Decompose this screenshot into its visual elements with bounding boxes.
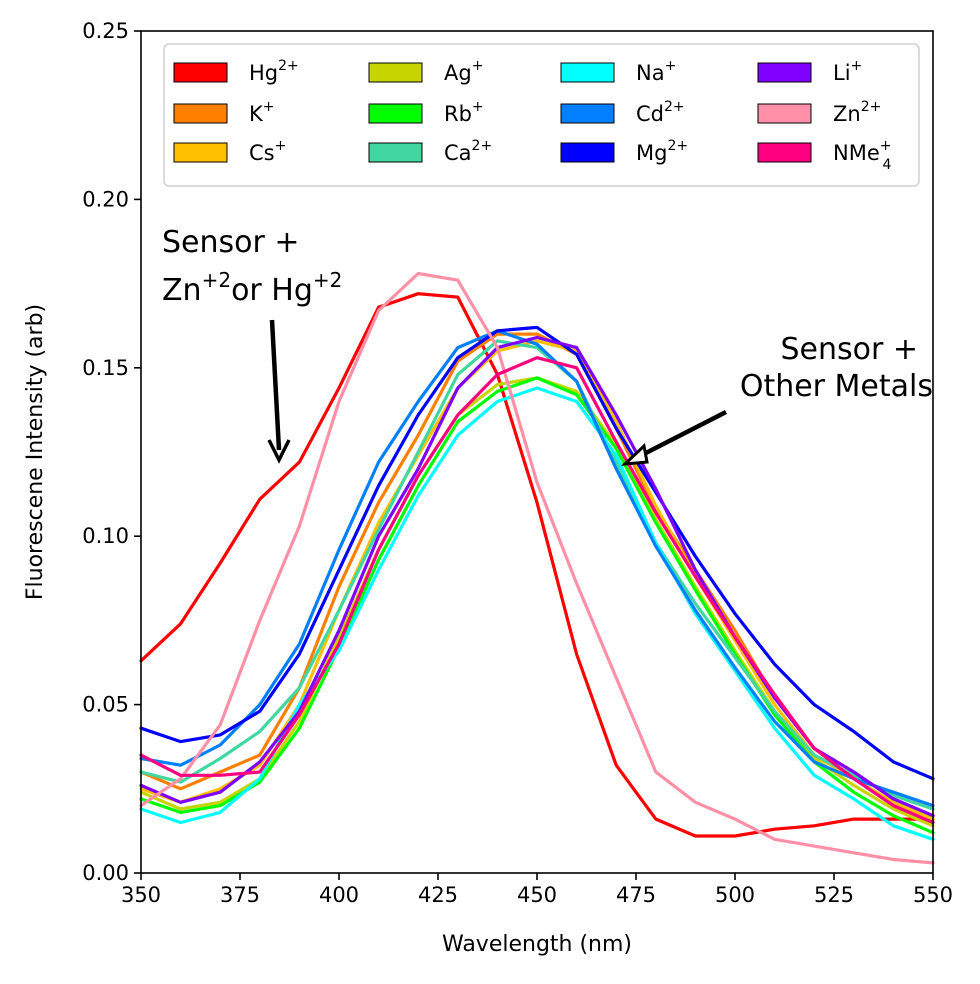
x-axis-title: Wavelength (nm) <box>442 932 632 957</box>
legend-label-k: K+ <box>249 99 275 126</box>
legend-label-cd: Cd2+ <box>636 99 685 126</box>
tick-layer: 350 375 400 425 450 475 500 525 550 0.00 0.05 0.10 0… <box>82 19 953 907</box>
y-tick-label-4: 0.20 <box>82 187 129 211</box>
legend-label-ca: Ca2+ <box>444 138 492 165</box>
annotation-zn-hg-sup2: +2 <box>313 268 342 292</box>
annotation-zn-hg-line1: Sensor + <box>162 225 300 260</box>
annotation-zn-hg-mid: or Hg <box>231 273 313 308</box>
legend-swatch-mg <box>560 142 615 163</box>
x-tick-label-425: 425 <box>418 883 458 907</box>
legend-label-nme: NMe+ 4 <box>833 138 891 173</box>
legend-swatch-k <box>173 103 228 124</box>
legend-entry-nme: NMe+ 4 <box>757 138 891 173</box>
legend-entry-ag: Ag+ <box>368 58 483 85</box>
annotation-zn-hg-arrow-shaft <box>269 319 282 451</box>
legend-label-zn: Zn2+ <box>833 99 881 126</box>
legend-entry-rb: Rb+ <box>368 99 484 126</box>
annotation-zn-hg-line2: Zn+2or Hg+2 <box>162 268 342 308</box>
legend-entry-k: K+ <box>173 99 275 126</box>
x-tick-label-475: 475 <box>616 883 656 907</box>
y-tick-label-2: 0.10 <box>82 524 129 548</box>
legend-swatch-rb <box>368 103 423 124</box>
x-tick-label-450: 450 <box>517 883 557 907</box>
legend-entry-li: Li+ <box>757 58 862 85</box>
legend-entry-hg: Hg2+ <box>173 58 299 85</box>
y-tick-label-3: 0.15 <box>82 356 129 380</box>
annotation-other-arrow-head <box>620 443 649 466</box>
legend-label-cs: Cs+ <box>249 138 286 165</box>
legend-swatch-cs <box>173 142 228 163</box>
y-tick-label-5: 0.25 <box>82 19 129 43</box>
series-layer <box>139 271 935 865</box>
series-line-mg <box>139 325 935 781</box>
legend-label-ag: Ag+ <box>444 58 483 85</box>
series-line-nme <box>139 356 935 825</box>
legend-entry-mg: Mg2+ <box>560 138 688 165</box>
legend-label-hg: Hg2+ <box>249 58 299 85</box>
series-line-k <box>139 332 935 818</box>
legend-label-rb: Rb+ <box>444 99 484 126</box>
legend-swatch-nme <box>757 142 812 163</box>
annotation-layer: Sensor + Zn+2or Hg+2 Sensor + Other Meta… <box>162 225 933 466</box>
legend-label-li: Li+ <box>833 58 862 85</box>
x-tick-label-525: 525 <box>814 883 854 907</box>
x-tick-label-400: 400 <box>319 883 359 907</box>
y-tick-label-1: 0.05 <box>82 693 129 717</box>
legend-entry-ca: Ca2+ <box>368 138 492 165</box>
series-line-ca <box>139 339 935 811</box>
annotation-other-line2: Other Metals <box>740 369 933 404</box>
annotation-zn-hg-ion1: Zn <box>162 273 202 308</box>
x-tick-label-500: 500 <box>715 883 755 907</box>
annotation-zn-hg-arrow-head <box>267 439 291 464</box>
legend-swatch-na <box>560 62 615 83</box>
annotation-other-arrow-shaft <box>636 409 728 460</box>
legend-swatch-ag <box>368 62 423 83</box>
x-tick-label-375: 375 <box>220 883 260 907</box>
series-line-cd <box>139 329 935 808</box>
series-line-zn <box>139 271 935 865</box>
legend-swatch-zn <box>757 103 812 124</box>
y-axis-title: Fluorescene Intensity (arb) <box>23 304 48 600</box>
legend-label-na: Na+ <box>636 58 676 85</box>
y-tick-label-0: 0.00 <box>82 861 129 885</box>
series-line-li <box>139 335 935 818</box>
series-line-ag <box>139 376 935 828</box>
legend-entry-cs: Cs+ <box>173 138 286 165</box>
legend-swatch-li <box>757 62 812 83</box>
x-tick-label-350: 350 <box>121 883 161 907</box>
annotation-other-line1: Sensor + <box>780 332 918 367</box>
legend: Hg2+ K+ Cs+ Ag+ Rb+ Ca2+ Na+ Cd2+ Mg2+ Li+ Zn2+ NMe… <box>163 43 920 187</box>
legend-box <box>163 43 920 187</box>
series-line-hg <box>139 292 935 838</box>
legend-label-mg: Mg2+ <box>636 138 688 165</box>
legend-swatch-hg <box>173 62 228 83</box>
x-tick-label-550: 550 <box>913 883 953 907</box>
legend-swatch-ca <box>368 142 423 163</box>
annotation-zn-hg-sup1: +2 <box>202 268 231 292</box>
legend-entry-na: Na+ <box>560 58 676 85</box>
legend-swatch-cd <box>560 103 615 124</box>
legend-entry-zn: Zn2+ <box>757 99 881 126</box>
legend-entry-cd: Cd2+ <box>560 99 685 126</box>
